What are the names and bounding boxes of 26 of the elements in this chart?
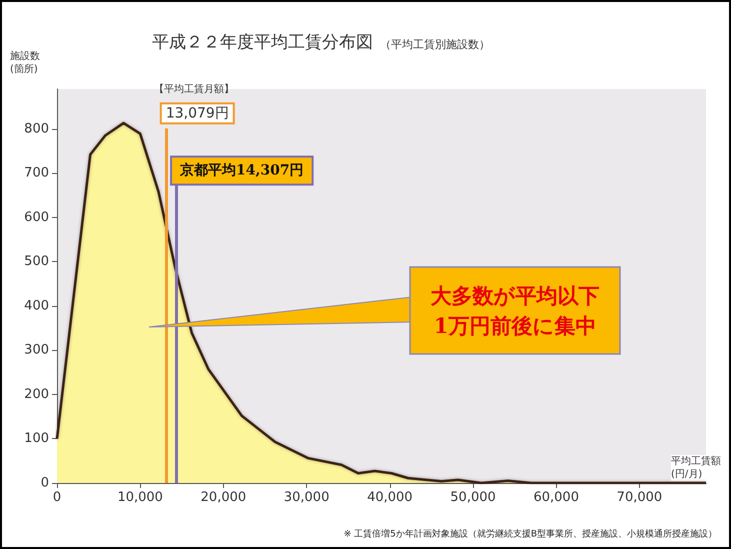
- x-tick-label: 0: [52, 490, 62, 505]
- x-axis-title: 平均工賃額 (円/月): [671, 455, 721, 480]
- y-tick-label: 300: [24, 342, 49, 358]
- y-axis-title: 施設数 (箇所): [10, 50, 40, 75]
- x-tick-label: 60,000: [533, 490, 579, 505]
- text: ※ 工賃倍増5か年計画対象施設（就労継続支援B型事業所、授産施設、小規模通所授産施設）: [344, 528, 718, 540]
- chart-title: 平成２２年度平均工賃分布図: [152, 32, 373, 52]
- y-tick-label: 700: [24, 166, 49, 181]
- annotation: 大多数が平均以下 1万円前後に集中: [410, 267, 620, 354]
- y-tick-label: 200: [24, 386, 49, 402]
- annotation: 【平均工賃月額】: [154, 82, 234, 95]
- x-tick-label: 40,000: [367, 490, 413, 505]
- y-tick-label: 0: [40, 476, 49, 490]
- y-tick-label: 800: [24, 121, 49, 136]
- chart-subtitle: （平均工賃別施設数）: [380, 38, 490, 51]
- x-tick-label: 50,000: [450, 490, 496, 505]
- y-tick-label: 600: [24, 210, 49, 225]
- ref-line-label: 13,079円: [166, 105, 229, 122]
- y-tick-label: 500: [24, 254, 49, 270]
- x-tick-label: 30,000: [284, 490, 330, 505]
- x-tick-label: 70,000: [616, 490, 662, 505]
- y-tick-label: 100: [24, 431, 49, 446]
- x-tick-label: 20,000: [200, 490, 246, 505]
- ref-line-label: 京都平均14,307円: [179, 162, 304, 179]
- x-tick-label: 10,000: [117, 490, 163, 505]
- y-tick-label: 400: [24, 298, 49, 314]
